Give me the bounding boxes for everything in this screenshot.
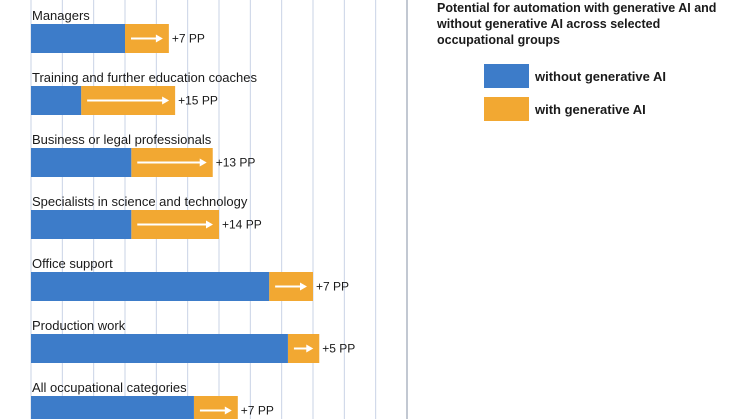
category-label: All occupational categories: [32, 380, 187, 395]
increase-arrow-head: [155, 34, 163, 43]
bar-without-ai: [31, 396, 194, 419]
chart-title: Potential for automation with generative…: [437, 1, 717, 47]
increase-arrow-head: [199, 158, 207, 167]
delta-label: +7 PP: [316, 280, 349, 294]
delta-label: +13 PP: [216, 156, 256, 170]
bar-without-ai: [31, 334, 288, 363]
bar-without-ai: [31, 148, 132, 177]
legend-label-without-ai: without generative AI: [535, 68, 666, 84]
category-label: Production work: [32, 318, 126, 333]
increase-arrow-head: [224, 406, 232, 415]
bar-chart: Managers +7 PP Training and further educat…: [30, 0, 408, 419]
legend-swatch-with-ai: [484, 97, 529, 121]
labels: Managers +7 PP Training and further educat…: [32, 8, 355, 418]
delta-label: +14 PP: [222, 218, 262, 232]
increase-arrow-head: [162, 96, 170, 105]
legend: Potential for automation with generative…: [437, 0, 737, 121]
bar-without-ai: [31, 86, 82, 115]
legend-swatch-without-ai: [484, 64, 529, 88]
delta-label: +7 PP: [172, 32, 205, 46]
bar-without-ai: [31, 24, 125, 53]
category-label: Business or legal professionals: [32, 132, 212, 147]
category-label: Specialists in science and technology: [32, 194, 248, 209]
legend-item-with-ai: with generative AI: [484, 97, 646, 121]
category-label: Office support: [32, 256, 113, 271]
legend-label-with-ai: with generative AI: [535, 101, 646, 117]
bars: [31, 24, 320, 419]
bar-without-ai: [31, 210, 132, 239]
delta-label: +5 PP: [322, 342, 355, 356]
category-label: Managers: [32, 8, 90, 23]
increase-arrow-head: [306, 344, 314, 353]
increase-arrow-head: [206, 220, 213, 229]
increase-arrow-head: [300, 282, 307, 291]
legend-item-without-ai: without generative AI: [484, 64, 666, 88]
category-label: Training and further education coaches: [32, 70, 257, 85]
bar-with-ai: [193, 396, 238, 419]
delta-label: +15 PP: [178, 94, 218, 108]
delta-label: +7 PP: [241, 404, 274, 418]
bar-without-ai: [31, 272, 270, 301]
